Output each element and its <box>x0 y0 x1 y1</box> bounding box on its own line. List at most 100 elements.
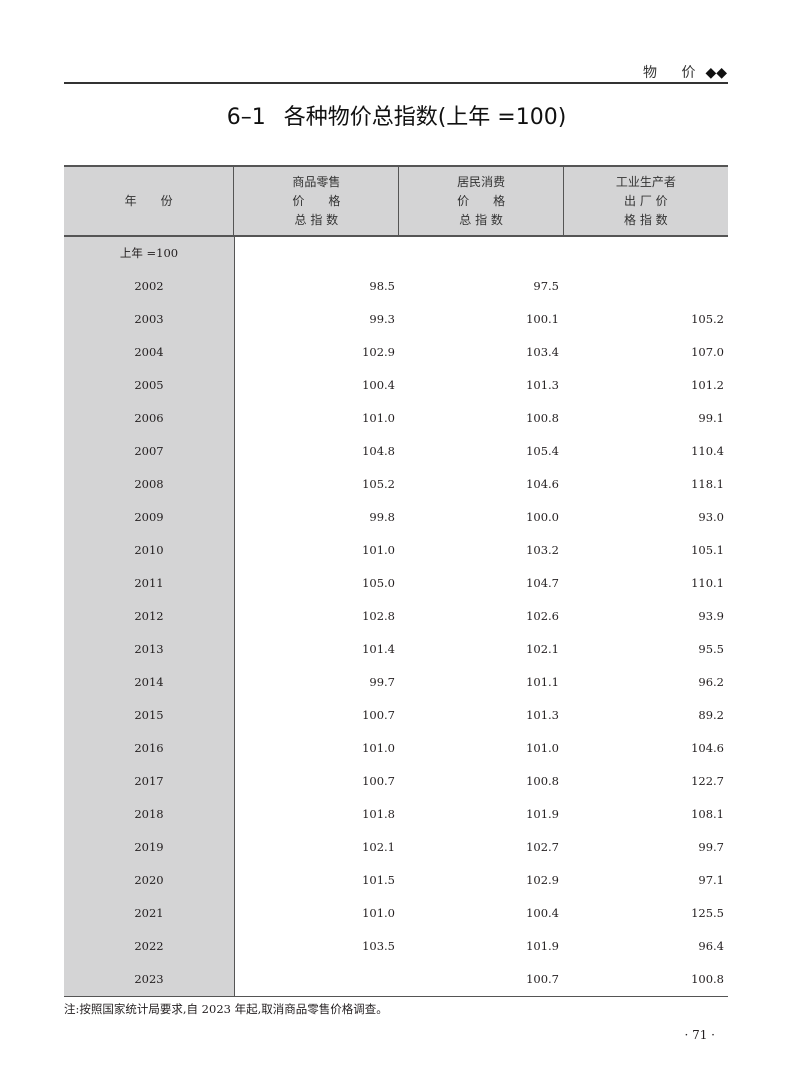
table-row: 2016 101.0 101.0 104.6 <box>64 732 728 765</box>
column-header-line: 价 格 <box>292 193 341 208</box>
table-number: 6–1 <box>226 105 266 130</box>
value-cell: 89.2 <box>698 708 724 722</box>
column-header-line: 出 厂 价 <box>624 193 668 208</box>
year-cell: 2013 <box>134 642 164 656</box>
year-cell: 2019 <box>134 840 164 854</box>
year-cell: 2016 <box>134 741 164 755</box>
value-cell: 105.0 <box>362 576 395 590</box>
diamond-icon: ◆◆ <box>705 65 727 81</box>
value-cell: 100.8 <box>691 972 724 986</box>
year-cell: 2009 <box>134 510 164 524</box>
value-cell: 101.0 <box>526 741 559 755</box>
year-cell: 2005 <box>134 378 164 392</box>
value-cell: 105.1 <box>691 543 724 557</box>
table-row: 2008 105.2 104.6 118.1 <box>64 468 728 501</box>
table-row: 2013 101.4 102.1 95.5 <box>64 633 728 666</box>
year-cell: 2008 <box>134 477 164 491</box>
value-cell: 102.9 <box>526 873 559 887</box>
value-cell: 101.0 <box>362 906 395 920</box>
table-row: 2017 100.7 100.8 122.7 <box>64 765 728 798</box>
year-cell: 2002 <box>134 279 164 293</box>
value-cell: 110.1 <box>691 576 724 590</box>
table-header: 年 份商品零售价 格总 指 数居民消费价 格总 指 数工业生产者出 厂 价格 指… <box>64 165 728 237</box>
value-cell: 101.8 <box>362 807 395 821</box>
column-header-line: 价 格 <box>457 193 506 208</box>
value-cell: 98.5 <box>369 279 395 293</box>
value-cell: 93.0 <box>698 510 724 524</box>
table-row: 2005 100.4 101.3 101.2 <box>64 369 728 402</box>
value-cell: 96.4 <box>698 939 724 953</box>
value-cell: 101.3 <box>526 378 559 392</box>
table-row: 2004 102.9 103.4 107.0 <box>64 336 728 369</box>
value-cell: 101.9 <box>526 807 559 821</box>
section-header: 物 价◆◆ <box>643 62 727 82</box>
year-cell: 2022 <box>134 939 164 953</box>
value-cell <box>563 270 728 303</box>
table-row: 2019 102.1 102.7 99.7 <box>64 831 728 864</box>
value-cell: 103.5 <box>362 939 395 953</box>
table-row: 2022 103.5 101.9 96.4 <box>64 930 728 963</box>
value-cell: 125.5 <box>691 906 724 920</box>
table-row: 2003 99.3 100.1 105.2 <box>64 303 728 336</box>
year-cell: 2004 <box>134 345 164 359</box>
value-cell: 122.7 <box>691 774 724 788</box>
value-cell: 96.2 <box>698 675 724 689</box>
unit-row: 上年 =100 <box>64 237 728 270</box>
column-header: 居民消费价 格总 指 数 <box>398 167 562 235</box>
value-cell: 100.8 <box>526 774 559 788</box>
page-number: · 71 · <box>684 1028 715 1042</box>
value-cell: 104.6 <box>526 477 559 491</box>
table-row: 2023 100.7 100.8 <box>64 963 728 996</box>
table-row: 2006 101.0 100.8 99.1 <box>64 402 728 435</box>
value-cell: 102.7 <box>526 840 559 854</box>
value-cell: 100.7 <box>362 708 395 722</box>
column-header-line: 工业生产者 <box>615 174 676 189</box>
value-cell: 108.1 <box>691 807 724 821</box>
year-cell: 2010 <box>134 543 164 557</box>
column-header-line: 商品零售 <box>292 174 341 189</box>
column-header-line: 格 指 数 <box>624 212 668 227</box>
value-cell: 100.8 <box>526 411 559 425</box>
value-cell: 100.7 <box>362 774 395 788</box>
value-cell: 100.1 <box>526 312 559 326</box>
value-cell: 101.4 <box>362 642 395 656</box>
table-row: 2011 105.0 104.7 110.1 <box>64 567 728 600</box>
footnote: 注:按照国家统计局要求,自 2023 年起,取消商品零售价格调查。 <box>64 1002 388 1016</box>
table-row: 2007 104.8 105.4 110.4 <box>64 435 728 468</box>
value-cell: 102.8 <box>362 609 395 623</box>
value-cell: 104.8 <box>362 444 395 458</box>
column-header-line: 年 份 <box>124 193 173 208</box>
value-cell: 110.4 <box>691 444 724 458</box>
page-title: 6–1 各种物价总指数(上年 =100) <box>0 99 793 131</box>
table-row: 2012 102.8 102.6 93.9 <box>64 600 728 633</box>
year-cell: 2014 <box>134 675 164 689</box>
value-cell: 101.0 <box>362 543 395 557</box>
price-index-table: 年 份商品零售价 格总 指 数居民消费价 格总 指 数工业生产者出 厂 价格 指… <box>64 165 728 997</box>
value-cell: 104.7 <box>526 576 559 590</box>
value-cell: 101.1 <box>526 675 559 689</box>
value-cell: 107.0 <box>691 345 724 359</box>
table-row: 2015 100.7 101.3 89.2 <box>64 699 728 732</box>
value-cell: 99.1 <box>698 411 724 425</box>
value-cell: 99.3 <box>369 312 395 326</box>
value-cell: 102.6 <box>526 609 559 623</box>
value-cell: 102.1 <box>526 642 559 656</box>
value-cell: 101.3 <box>526 708 559 722</box>
year-cell: 2023 <box>134 972 164 986</box>
value-cell: 103.2 <box>526 543 559 557</box>
value-cell: 97.5 <box>533 279 559 293</box>
year-cell: 2017 <box>134 774 164 788</box>
value-cell: 95.5 <box>698 642 724 656</box>
value-cell: 100.4 <box>526 906 559 920</box>
column-header-line: 总 指 数 <box>459 212 503 227</box>
column-header: 商品零售价 格总 指 数 <box>233 167 398 235</box>
year-cell: 2018 <box>134 807 164 821</box>
value-cell: 103.4 <box>526 345 559 359</box>
value-cell: 101.9 <box>526 939 559 953</box>
column-header: 工业生产者出 厂 价格 指 数 <box>562 167 728 235</box>
value-cell: 105.2 <box>691 312 724 326</box>
section-label: 物 价 <box>643 65 706 81</box>
value-cell: 99.8 <box>369 510 395 524</box>
column-header-line: 总 指 数 <box>294 212 339 227</box>
value-cell: 104.6 <box>691 741 724 755</box>
